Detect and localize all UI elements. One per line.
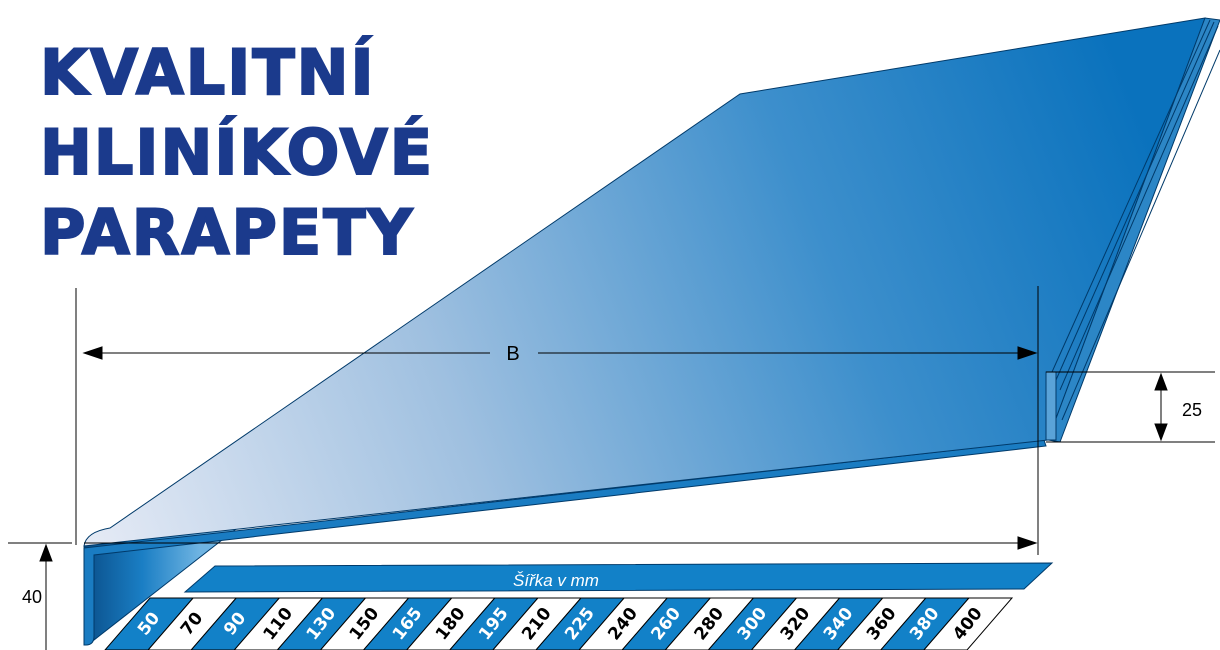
headline-line-1: KVALITNÍ	[39, 36, 376, 109]
width-table-cell	[664, 597, 755, 650]
width-table-cell	[406, 597, 496, 650]
dimension-40-label: 40	[22, 587, 42, 607]
width-table-cell	[276, 597, 367, 650]
width-table-cell	[492, 597, 583, 650]
width-table-cell	[104, 597, 195, 650]
width-table-cell	[923, 597, 1014, 650]
width-table-cell	[578, 597, 669, 650]
width-table-cell	[621, 597, 712, 650]
width-table-cell	[880, 597, 970, 650]
width-table-cell	[837, 597, 927, 650]
width-table-cell	[362, 597, 453, 650]
width-table-cell	[319, 597, 410, 650]
width-table-cell	[707, 597, 798, 650]
width-table: 50 70 90 110 130 150 165 180 195 210 225 240 260 280 3…	[104, 597, 1014, 650]
headline-line-3: PARAPETY	[39, 196, 415, 269]
width-table-cell	[449, 597, 539, 650]
width-table-title: Šířka v mm	[513, 571, 599, 590]
dimension-b-label: B	[506, 343, 519, 365]
width-table-header-band	[183, 562, 1054, 593]
sill-front-edge	[83, 439, 1047, 646]
sill-back-upstand	[1045, 17, 1220, 443]
width-table-cell	[147, 597, 238, 650]
width-table-cell	[535, 597, 626, 650]
width-table-cell	[190, 597, 281, 650]
dimension-25-label: 25	[1182, 400, 1202, 420]
dimension-lines	[8, 286, 1215, 650]
width-table-cell	[750, 597, 841, 650]
sill-top-surface	[83, 17, 1206, 547]
width-table-cell	[793, 597, 884, 650]
width-table-cell	[233, 597, 324, 650]
headline-line-2: HLINÍKOVÉ	[39, 116, 435, 189]
